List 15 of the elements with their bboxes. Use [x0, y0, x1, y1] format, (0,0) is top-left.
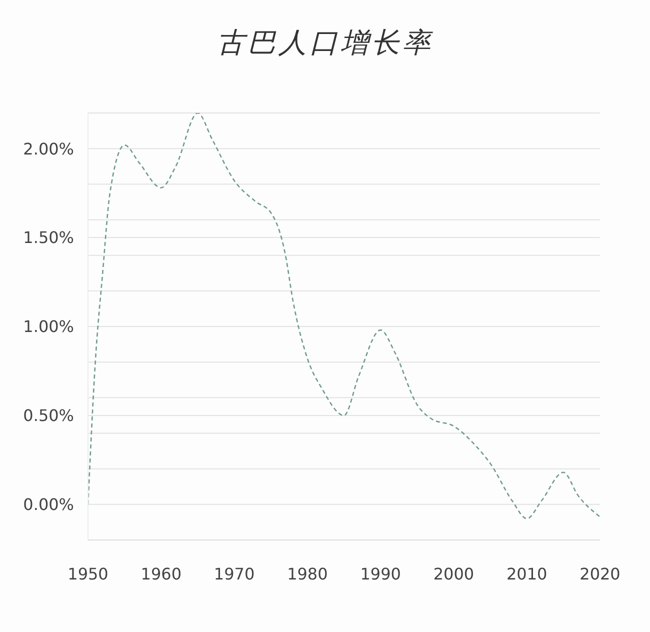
- y-tick-label: 2.00%: [23, 139, 74, 158]
- y-tick-label: 0.50%: [23, 406, 74, 426]
- x-tick-label: 1960: [140, 564, 182, 584]
- y-tick-label: 1.50%: [23, 228, 74, 248]
- x-tick-label: 2010: [506, 564, 548, 584]
- x-tick-label: 1990: [360, 564, 401, 584]
- y-tick-label: 1.00%: [23, 317, 74, 336]
- x-tick-label: 1980: [287, 564, 328, 584]
- y-tick-label: 0.00%: [23, 495, 74, 514]
- line-series: [88, 113, 600, 520]
- x-tick-label: 1970: [214, 564, 255, 584]
- x-tick-label: 2000: [433, 564, 474, 584]
- x-tick-label: 2020: [580, 564, 620, 584]
- chart-title: 古巴人口增长率: [216, 25, 434, 61]
- x-tick-label: 1950: [68, 564, 108, 584]
